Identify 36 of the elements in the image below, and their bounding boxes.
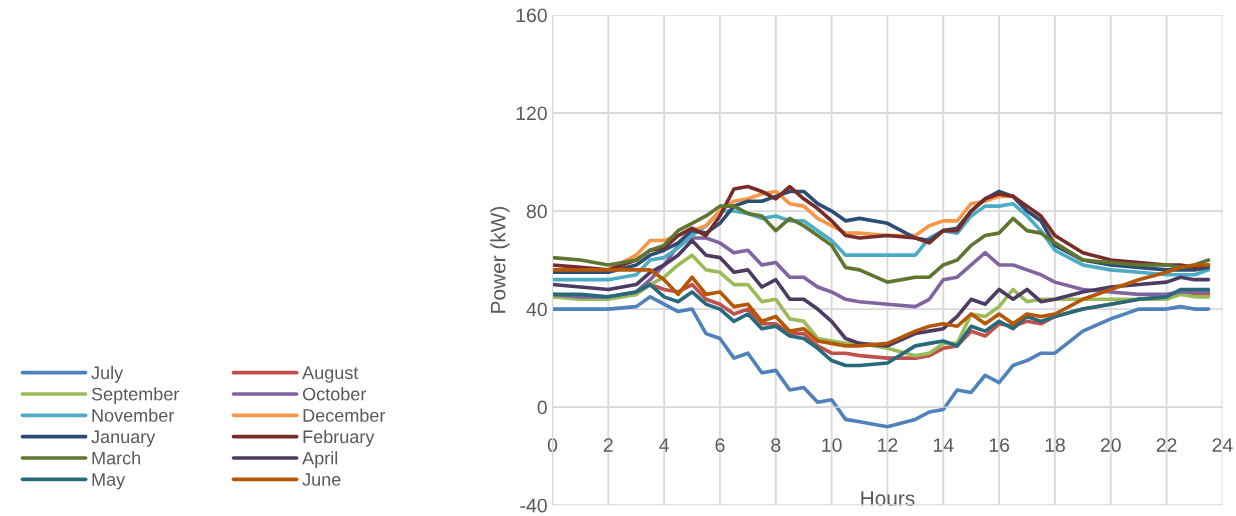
legend-label: June bbox=[302, 473, 341, 486]
x-tick-label: 6 bbox=[715, 438, 725, 452]
legend-label: March bbox=[92, 451, 141, 465]
legend-label: July bbox=[91, 365, 124, 383]
x-tick-label: 18 bbox=[1045, 438, 1065, 452]
y-tick-label: 0 bbox=[537, 400, 547, 415]
x-tick-label: 8 bbox=[771, 438, 781, 452]
x-tick-label: 20 bbox=[1100, 438, 1121, 452]
x-tick-label: 16 bbox=[989, 438, 1010, 452]
legend-label: February bbox=[303, 429, 375, 447]
x-tick-label: 24 bbox=[1212, 438, 1233, 452]
y-tick-label: -40 bbox=[520, 498, 547, 513]
legend-label: April bbox=[302, 451, 338, 469]
legend-label: August bbox=[302, 366, 359, 383]
line-series bbox=[552, 295, 1211, 429]
legend-label: November bbox=[92, 408, 175, 422]
y-tick-label: 120 bbox=[516, 106, 547, 121]
line-series bbox=[552, 282, 1211, 368]
legend-label: May bbox=[92, 473, 126, 490]
legend-label: October bbox=[302, 387, 367, 401]
legend-label: January bbox=[91, 430, 156, 447]
x-tick-label: 22 bbox=[1156, 438, 1177, 452]
x-tick-label: 2 bbox=[603, 438, 613, 452]
x-tick-label: 10 bbox=[822, 438, 842, 452]
y-tick-label: 80 bbox=[526, 204, 547, 219]
y-tick-label: 40 bbox=[526, 302, 547, 317]
line-series bbox=[552, 263, 1211, 348]
x-tick-label: 12 bbox=[878, 438, 898, 452]
x-axis-title: Hours bbox=[861, 491, 915, 506]
y-tick-label: 160 bbox=[516, 8, 547, 23]
line-series bbox=[552, 238, 1211, 348]
legend-label: December bbox=[303, 408, 386, 422]
x-tick-label: 14 bbox=[933, 438, 954, 452]
x-tick-label: 4 bbox=[659, 438, 669, 452]
y-axis-title: Power (kW) bbox=[490, 206, 510, 313]
legend-label: September bbox=[91, 387, 180, 405]
